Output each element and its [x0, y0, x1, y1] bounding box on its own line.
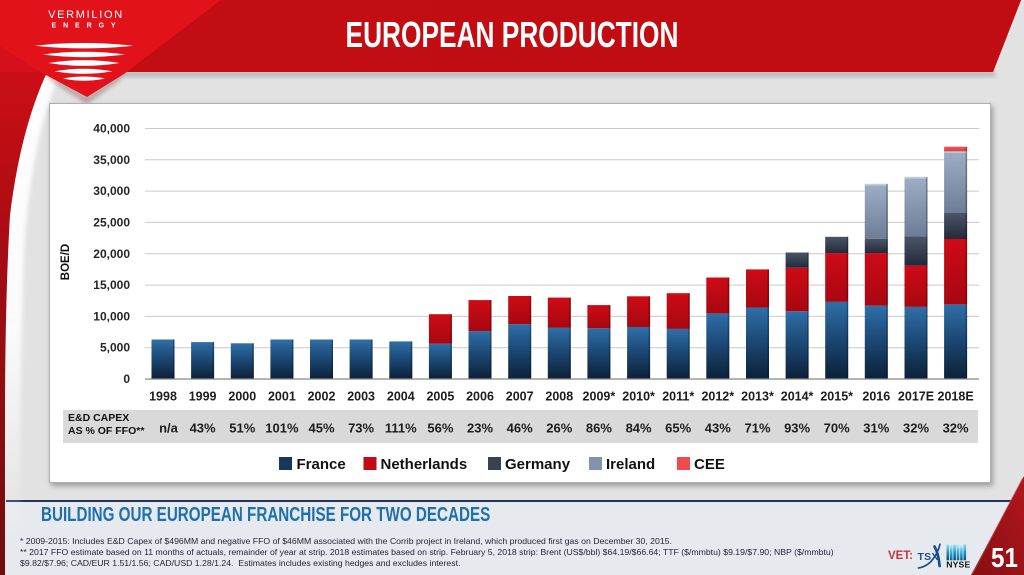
svg-text:2015*: 2015*: [820, 390, 853, 404]
svg-text:1999: 1999: [189, 390, 217, 404]
svg-text:20,000: 20,000: [93, 247, 130, 261]
svg-text:56%: 56%: [427, 421, 453, 436]
svg-text:NYSE: NYSE: [946, 559, 970, 569]
svg-text:n/a: n/a: [159, 421, 179, 436]
svg-text:25,000: 25,000: [93, 215, 130, 229]
svg-text:2010*: 2010*: [622, 390, 655, 404]
svg-text:2016: 2016: [862, 390, 890, 404]
svg-text:111%: 111%: [385, 421, 417, 436]
svg-text:101%: 101%: [265, 421, 299, 436]
svg-text:32%: 32%: [903, 421, 929, 436]
svg-text:0: 0: [123, 372, 130, 386]
svg-text:26%: 26%: [546, 421, 572, 436]
svg-text:2000: 2000: [228, 390, 256, 404]
svg-text:ENERGY: ENERGY: [52, 23, 123, 30]
svg-text:30,000: 30,000: [93, 184, 130, 198]
svg-text:2005: 2005: [426, 390, 454, 404]
svg-text:73%: 73%: [348, 421, 374, 436]
svg-text:15,000: 15,000: [93, 278, 130, 292]
svg-text:93%: 93%: [784, 421, 810, 436]
svg-text:45%: 45%: [308, 421, 334, 436]
svg-text:2018E: 2018E: [938, 390, 974, 404]
svg-text:Netherlands: Netherlands: [381, 456, 468, 473]
svg-text:2003: 2003: [347, 390, 375, 404]
svg-text:2008: 2008: [545, 390, 573, 404]
svg-text:France: France: [297, 456, 346, 473]
svg-text:2001: 2001: [268, 390, 296, 404]
svg-text:84%: 84%: [626, 421, 652, 436]
svg-text:Ireland: Ireland: [606, 456, 655, 473]
svg-text:40,000: 40,000: [93, 122, 130, 136]
svg-text:1998: 1998: [149, 390, 177, 404]
svg-text:5,000: 5,000: [100, 341, 130, 355]
svg-text:43%: 43%: [705, 421, 731, 436]
svg-text:51%: 51%: [229, 421, 255, 436]
svg-text:2004: 2004: [387, 390, 415, 404]
svg-text:65%: 65%: [665, 421, 691, 436]
svg-text:71%: 71%: [744, 421, 770, 436]
svg-text:2002: 2002: [308, 390, 336, 404]
svg-text:AS % OF FFO**: AS % OF FFO**: [68, 425, 145, 437]
svg-text:70%: 70%: [824, 421, 850, 436]
svg-text:2017E: 2017E: [898, 390, 934, 404]
svg-text:2007: 2007: [506, 390, 534, 404]
svg-text:2013*: 2013*: [741, 390, 774, 404]
svg-text:10,000: 10,000: [93, 309, 130, 323]
svg-text:2011*: 2011*: [662, 390, 694, 404]
svg-text:31%: 31%: [863, 421, 889, 436]
svg-text:35,000: 35,000: [93, 153, 130, 167]
svg-text:2012*: 2012*: [701, 390, 734, 404]
svg-text:86%: 86%: [586, 421, 612, 436]
svg-text:46%: 46%: [507, 421, 533, 436]
svg-text:43%: 43%: [190, 421, 216, 436]
svg-text:E&D CAPEX: E&D CAPEX: [68, 412, 129, 424]
svg-text:CEE: CEE: [694, 456, 725, 473]
svg-text:VERMILION: VERMILION: [48, 9, 124, 21]
svg-text:32%: 32%: [943, 421, 969, 436]
svg-text:23%: 23%: [467, 421, 493, 436]
svg-text:2009*: 2009*: [583, 390, 616, 404]
svg-text:Germany: Germany: [505, 456, 571, 473]
svg-text:2006: 2006: [466, 390, 494, 404]
svg-text:2014*: 2014*: [781, 390, 814, 404]
svg-text:BOE/D: BOE/D: [60, 244, 72, 280]
